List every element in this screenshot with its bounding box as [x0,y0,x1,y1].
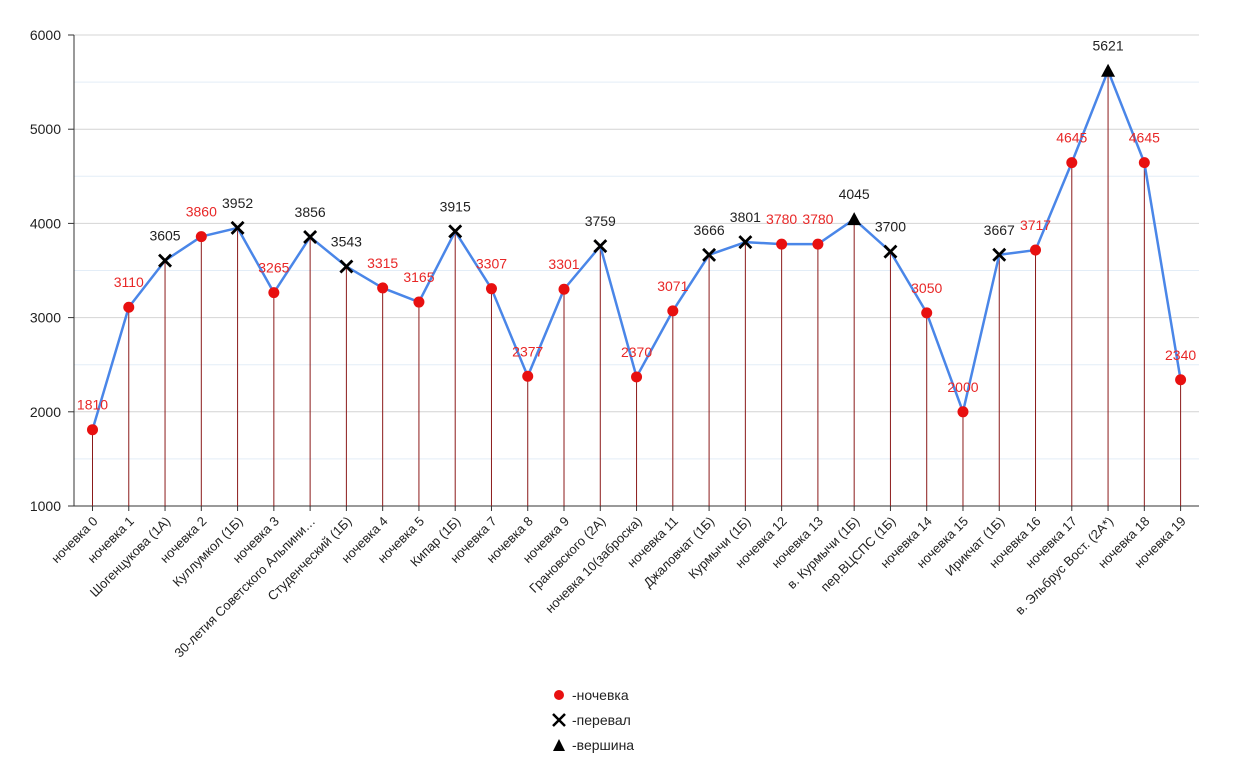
data-label: 3759 [585,213,616,229]
data-label: 4645 [1129,130,1160,146]
data-label: 3543 [331,233,362,249]
data-label: 3780 [766,211,797,227]
y-tick-label: 2000 [30,404,61,420]
camp-marker [1030,244,1042,256]
camp-marker [558,283,570,295]
data-label: 3265 [258,260,289,276]
data-label: 3071 [657,278,688,294]
data-label: 3605 [149,228,180,244]
peak-marker [847,212,862,226]
data-label: 3110 [114,274,144,290]
legend-item-pass: -перевал [548,707,748,732]
camp-marker [812,238,824,250]
data-label: 3717 [1020,217,1051,233]
camp-marker [377,282,389,294]
pass-marker [593,239,608,254]
y-tick-label: 5000 [30,121,61,137]
data-label: 4045 [839,186,870,202]
data-label: 3780 [802,211,833,227]
data-label: 3666 [694,222,725,238]
camp-marker [1138,157,1150,169]
red-dot-icon [554,689,564,700]
camp-marker [485,283,497,295]
legend-label-peak: -вершина [572,736,635,753]
camp-marker [413,296,425,308]
pass-marker [230,220,245,235]
camp-marker [667,305,679,317]
data-label: 2370 [621,344,652,360]
pass-marker [992,247,1007,262]
legend: -ночевка -перевал -вершина [548,682,748,757]
camp-marker [776,238,788,250]
triangle-icon [553,738,565,751]
camp-marker [195,231,207,243]
cross-icon [552,712,566,727]
data-label: 3050 [911,280,942,296]
legend-item-camp: -ночевка [548,682,748,707]
peak-marker [1101,63,1116,77]
camp-marker [957,406,969,418]
data-label: 2000 [947,379,978,395]
data-label: 3315 [367,255,398,271]
data-label: 3667 [984,222,1015,238]
data-label: 3856 [295,204,326,220]
y-tick-label: 3000 [30,310,61,326]
data-label: 3165 [403,269,434,285]
camp-marker [631,371,643,383]
camp-marker [921,307,933,319]
data-label: 2377 [512,343,543,359]
camp-marker [123,301,135,313]
data-label: 3860 [186,204,217,220]
pass-marker [448,224,463,239]
camp-marker [1175,374,1187,386]
camp-marker [1066,157,1078,169]
camp-marker [522,370,534,382]
legend-label-camp: -ночевка [572,686,629,703]
data-label: 1810 [77,397,108,413]
data-label: 2340 [1165,347,1196,363]
pass-marker [702,247,717,262]
data-label: 3700 [875,219,906,235]
pass-marker [158,253,173,268]
pass-marker [339,259,354,274]
y-tick-label: 1000 [30,498,61,514]
legend-item-peak: -вершина [548,732,748,757]
data-label: 3301 [548,256,579,272]
data-label: 3915 [440,198,471,214]
data-label: 4645 [1056,130,1087,146]
y-tick-label: 4000 [30,215,61,231]
data-label: 3801 [730,209,761,225]
camp-marker [87,424,98,436]
data-label: 5621 [1092,38,1123,54]
legend-label-pass: -перевал [572,711,631,728]
pass-marker [738,235,753,250]
y-tick-label: 6000 [30,27,61,43]
data-label: 3307 [476,256,507,272]
camp-marker [268,287,280,299]
pass-marker [883,244,898,259]
data-label: 3952 [222,195,253,211]
pass-marker [303,229,318,244]
